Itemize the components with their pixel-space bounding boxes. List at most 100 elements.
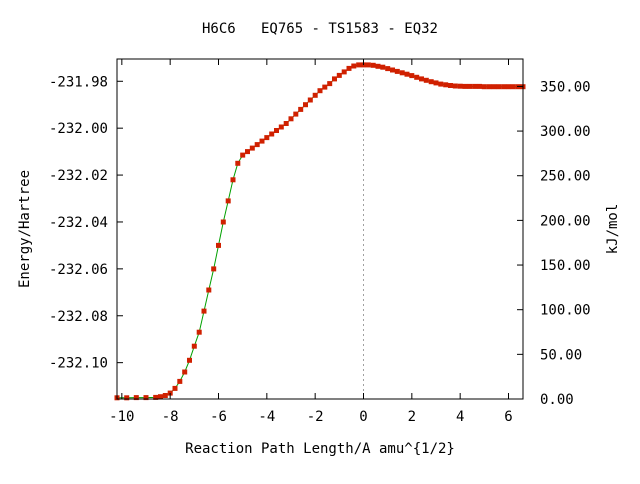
data-point — [501, 84, 507, 90]
data-point — [491, 84, 497, 90]
data-point — [336, 72, 342, 78]
y-left-tick-label: -232.02 — [49, 168, 108, 184]
data-point — [452, 83, 458, 89]
data-point — [486, 84, 492, 90]
plot-frame — [116, 58, 524, 400]
data-point — [288, 116, 294, 122]
data-point — [172, 385, 178, 391]
data-point — [346, 65, 352, 71]
data-point — [283, 121, 289, 126]
data-point — [428, 79, 434, 85]
data-point — [158, 394, 163, 400]
chart-title: H6C6 EQ765 - TS1583 - EQ32 — [202, 21, 438, 37]
data-point — [472, 83, 478, 89]
data-point — [414, 74, 420, 80]
y-left-tick-label: -232.04 — [49, 215, 108, 231]
y-right-tick-label: 200.00 — [540, 213, 591, 229]
x-tick-label: -6 — [210, 409, 227, 425]
data-point — [385, 66, 391, 72]
plot-area — [114, 59, 526, 401]
series-line — [117, 64, 523, 399]
data-point — [153, 394, 159, 400]
data-point — [225, 198, 231, 204]
data-point — [467, 83, 473, 89]
data-point — [404, 71, 410, 77]
y-left-tick-label: -232.00 — [49, 121, 108, 137]
data-point — [124, 395, 130, 401]
data-point — [249, 145, 255, 151]
data-point — [322, 84, 328, 90]
data-point — [245, 149, 250, 155]
data-point — [269, 131, 275, 137]
x-axis-label: Reaction Path Length/A amu^{1/2} — [185, 441, 455, 457]
data-point — [477, 83, 482, 89]
y-right-tick-label: 300.00 — [540, 124, 591, 140]
x-tick-label: -8 — [162, 409, 179, 425]
data-point — [259, 138, 265, 144]
data-point — [419, 76, 424, 82]
data-point — [356, 62, 362, 68]
data-point — [254, 142, 260, 148]
data-point — [264, 135, 270, 141]
data-point — [481, 84, 487, 90]
y-left-tick-label: -232.08 — [49, 309, 108, 325]
data-point — [191, 343, 197, 349]
x-tick-label: 0 — [359, 409, 367, 425]
data-point — [235, 160, 241, 166]
data-point — [133, 395, 139, 401]
data-point — [423, 77, 429, 83]
x-tick-label: -4 — [258, 409, 275, 425]
data-point — [206, 287, 212, 293]
x-tick-label: 6 — [504, 409, 512, 425]
data-point — [443, 82, 449, 88]
data-point — [303, 102, 308, 108]
data-point — [390, 67, 395, 73]
data-point — [293, 111, 299, 117]
x-tick-label: -2 — [307, 409, 324, 425]
data-point — [182, 369, 188, 375]
y-right-tick-label: 350.00 — [540, 79, 591, 95]
data-point — [230, 177, 236, 183]
y-right-tick-label: 50.00 — [540, 347, 582, 363]
data-point — [201, 308, 207, 314]
data-point — [448, 83, 453, 88]
data-point — [216, 242, 221, 248]
data-point — [438, 81, 444, 87]
x-tick-label: 4 — [456, 409, 464, 425]
y-axis-label-left: Energy/Hartree — [17, 170, 33, 288]
data-point — [312, 92, 318, 98]
data-point — [307, 97, 313, 103]
data-point — [510, 84, 516, 90]
data-point — [187, 357, 192, 363]
data-point — [298, 106, 304, 112]
data-point — [327, 81, 333, 87]
y-axis-label-right: kJ/mol — [605, 204, 621, 255]
data-point — [162, 393, 168, 398]
data-point — [211, 266, 217, 272]
data-point — [380, 64, 386, 70]
y-left-tick-label: -231.98 — [49, 74, 108, 90]
y-right-tick-label: 150.00 — [540, 258, 591, 274]
data-point — [196, 329, 202, 335]
data-point — [177, 378, 183, 384]
data-point — [278, 124, 284, 130]
data-point — [351, 63, 357, 69]
data-point — [274, 128, 279, 133]
data-point — [240, 152, 246, 158]
y-right-tick-label: 0.00 — [540, 392, 574, 408]
data-point — [365, 62, 371, 68]
y-left-tick-label: -232.06 — [49, 262, 108, 278]
data-point — [375, 63, 381, 69]
data-point — [496, 84, 502, 90]
data-point — [143, 395, 149, 401]
data-point — [341, 69, 347, 75]
y-right-tick-label: 100.00 — [540, 303, 591, 319]
data-point — [462, 83, 468, 89]
data-point — [433, 80, 439, 86]
data-point — [332, 76, 337, 82]
data-point — [399, 70, 405, 76]
y-left-tick-label: -232.10 — [49, 356, 108, 372]
data-point — [409, 73, 415, 79]
